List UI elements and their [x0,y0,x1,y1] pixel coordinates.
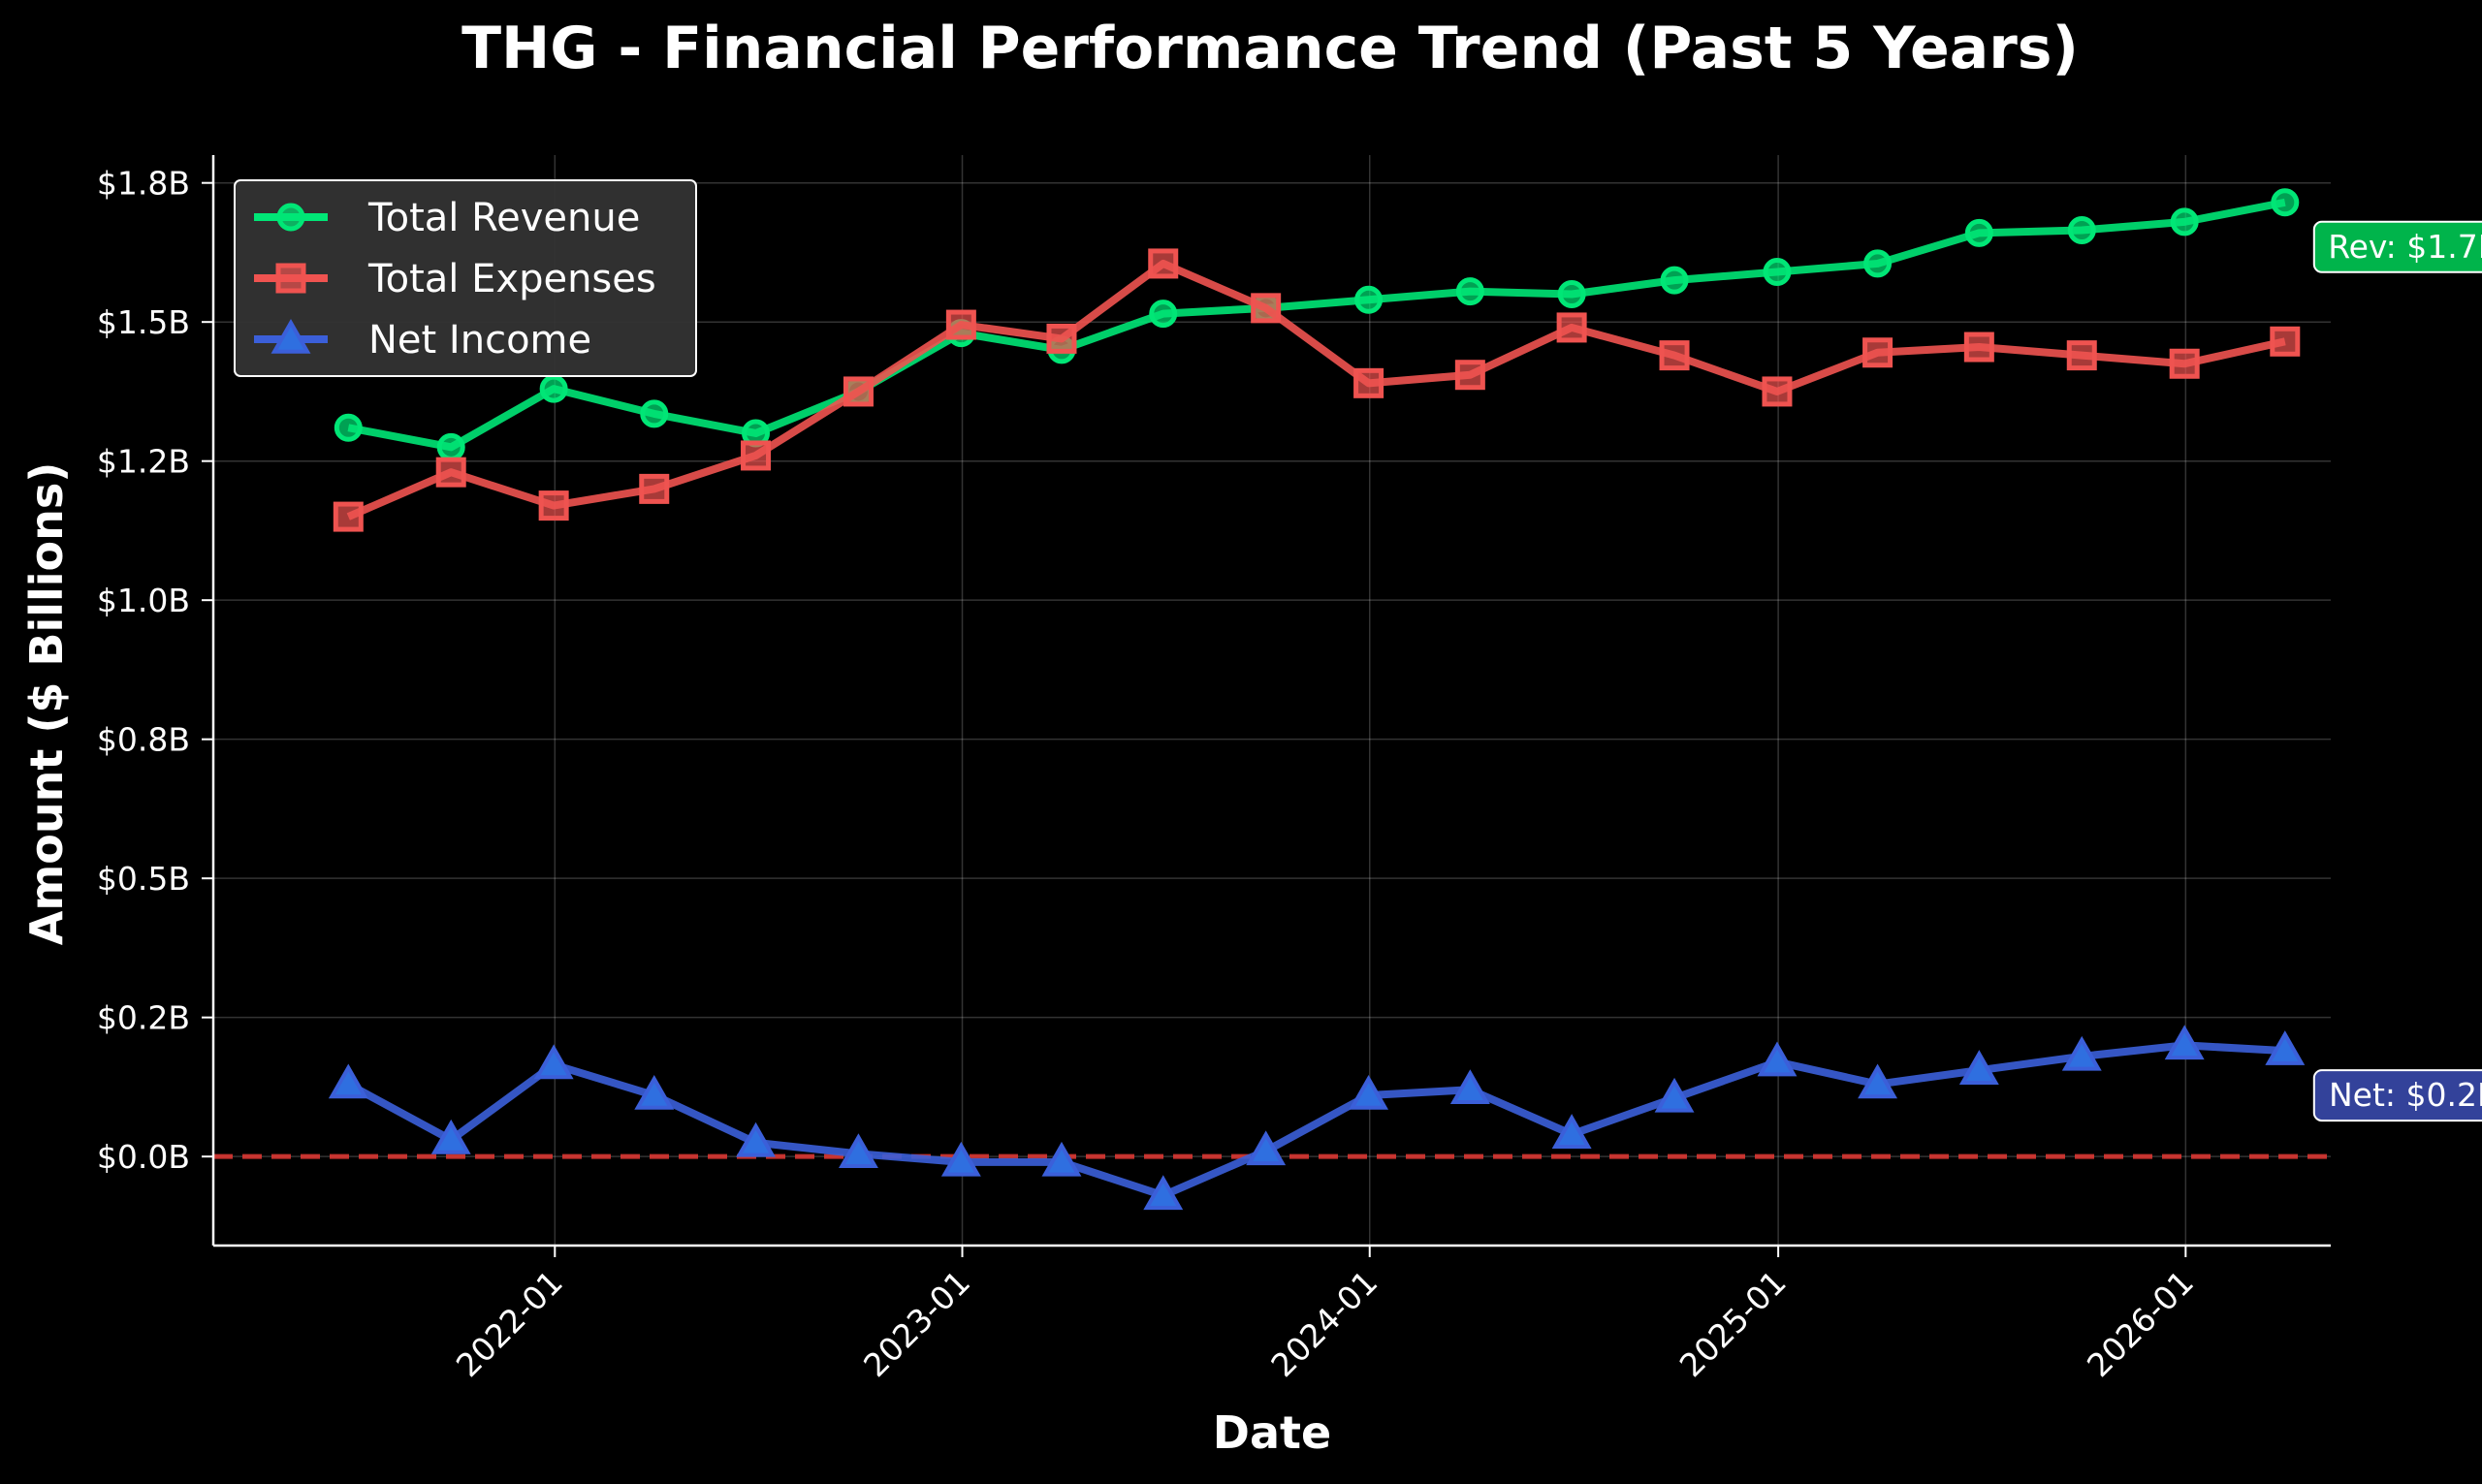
legend-marker-total-revenue [276,203,305,232]
legend-label-total-revenue: Total Revenue [367,196,640,240]
chart-title: THG - Financial Performance Trend (Past … [461,15,2079,82]
total-expenses-line [346,259,2286,521]
total-revenue-point [1455,277,1484,306]
legend: Total Revenue Total Expenses Net Income [234,179,697,377]
total-expenses-point [333,501,364,532]
total-expenses-point [2066,340,2097,371]
y-tick-label: $0.0B [97,1138,190,1176]
total-revenue-point [1863,249,1893,278]
net-income-point [1041,1141,1082,1177]
net-income-point [1858,1063,1898,1099]
net-income-point [2265,1030,2306,1065]
net-income-point [1349,1074,1389,1110]
total-revenue-point [2170,207,2199,237]
y-tick-label: $1.2B [97,443,190,481]
net-income-point [1449,1069,1490,1105]
total-expenses-point [639,473,670,504]
total-expenses-point [1148,248,1179,279]
total-expenses-point [1251,293,1282,324]
total-expenses-point [945,309,976,340]
net-income-point [328,1063,368,1099]
legend-marker-total-expenses [275,263,306,294]
total-revenue-point [1149,300,1178,329]
net-income-point [1958,1050,1999,1085]
net-income-point [2061,1035,2102,1071]
total-revenue-point [1660,266,1689,295]
total-revenue-point [1964,218,1993,247]
total-revenue-point [334,413,363,442]
total-revenue-line [347,198,2286,452]
net-income-point [839,1133,878,1169]
total-revenue-point [539,374,568,403]
total-expenses-point [2169,348,2200,379]
net-income-point [2164,1025,2205,1060]
total-expenses-point [741,440,772,471]
y-tick-label: $0.2B [97,999,190,1037]
legend-box [234,179,697,377]
series-net-income [328,1025,2306,1211]
axes [202,155,2331,1257]
net-income-point [1246,1130,1287,1166]
total-expenses-point [1963,332,1994,363]
total-revenue-point [2067,215,2096,244]
net-income-point [430,1119,471,1154]
net-income-point [1654,1077,1695,1113]
total-revenue-point [2271,188,2300,217]
y-tick-label: $1.5B [97,303,190,341]
total-expenses-point [1862,337,1893,368]
annotations: Rev: $1.7B Net: $0.2B [2312,220,2482,1122]
net-income-point [736,1121,776,1157]
y-tick-label: $1.8B [97,165,190,203]
net-income-point [533,1044,574,1080]
y-axis-title: Amount ($ Billions) [20,462,73,946]
annotation-total-revenue: Rev: $1.7B [2312,220,2482,273]
total-expenses-point [1353,367,1384,398]
net-income-point [940,1141,981,1177]
net-income-point [1757,1041,1798,1077]
total-expenses-point [1659,340,1690,371]
annotation-label: Rev: $1.7B [2328,228,2482,266]
annotation-label: Net: $0.2B [2329,1076,2482,1114]
y-tick-label: $1.0B [97,582,190,619]
total-expenses-point [1762,376,1793,407]
y-tick-label: $0.8B [97,721,190,759]
legend-marker-net-income [270,318,311,354]
total-expenses-point [843,376,874,407]
total-revenue-point [640,399,669,428]
total-revenue-point [1557,279,1586,308]
annotation-net-income: Net: $0.2B [2312,1069,2482,1122]
total-expenses-point [1046,323,1077,354]
legend-label-net-income: Net Income [368,318,591,363]
net-income-line [346,1041,2286,1200]
total-expenses-point [2270,326,2301,357]
total-expenses-point [538,490,569,521]
y-tick-label: $0.5B [97,860,190,898]
total-revenue-point [1763,258,1792,287]
total-expenses-point [435,457,466,488]
annotation-box [2312,1069,2482,1122]
legend-label-total-expenses: Total Expenses [367,257,656,301]
net-income-point [634,1074,675,1110]
total-expenses-point [1556,312,1587,343]
plot-area [328,188,2306,1211]
x-axis-title: Date [1213,1406,1331,1459]
annotation-box [2312,220,2482,273]
total-revenue-point [436,432,465,461]
series-total-expenses [333,248,2301,532]
net-income-point [1551,1114,1592,1149]
total-expenses-point [1454,360,1485,391]
net-income-point [1143,1175,1184,1211]
total-revenue-point [1354,285,1384,314]
